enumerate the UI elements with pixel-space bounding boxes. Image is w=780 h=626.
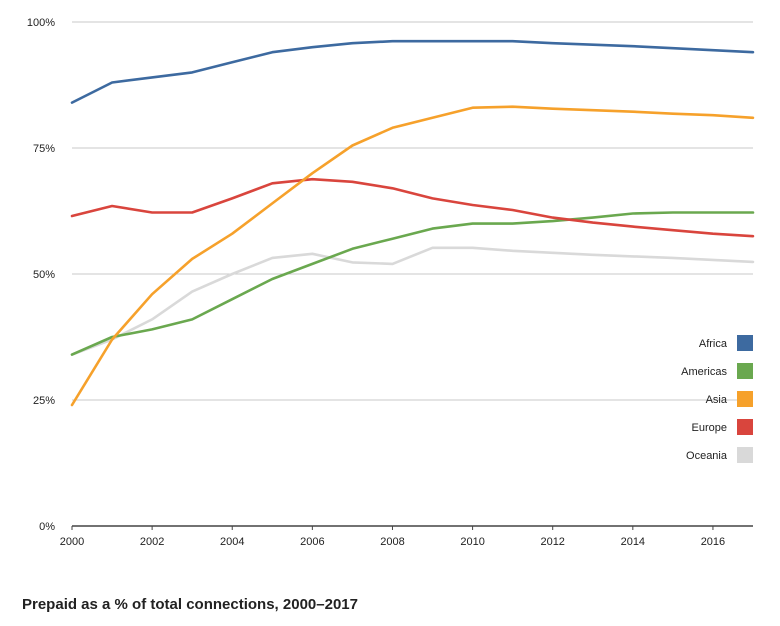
chart-title: Prepaid as a % of total connections, 200… (22, 596, 358, 613)
legend-swatch-oceania (737, 447, 753, 463)
x-axis: 2000 2002 2004 2006 2008 2010 2012 2014 2016 (60, 526, 725, 548)
series-line-europe (70, 177, 755, 238)
legend-label-africa: Africa (699, 338, 728, 350)
y-tick-label: 100% (27, 17, 55, 29)
series-line-africa (70, 39, 755, 104)
legend-swatch-asia (737, 391, 753, 407)
legend-label-oceania: Oceania (686, 450, 728, 462)
grid-lines (72, 21, 753, 527)
series-lines (70, 39, 755, 407)
x-tick-label: 2014 (621, 536, 645, 548)
legend-label-asia: Asia (706, 394, 728, 406)
legend-swatch-americas (737, 363, 753, 379)
y-tick-label: 75% (33, 143, 55, 155)
y-tick-label: 0% (39, 521, 55, 533)
series-line-asia (70, 105, 755, 407)
x-tick-label: 2016 (701, 536, 725, 548)
y-axis: 0% 25% 50% 75% 100% (27, 17, 55, 533)
legend-label-americas: Americas (681, 366, 727, 378)
x-tick-label: 2008 (380, 536, 404, 548)
x-tick-label: 2004 (220, 536, 244, 548)
legend-label-europe: Europe (692, 422, 727, 434)
x-tick-label: 2000 (60, 536, 84, 548)
legend-swatch-europe (737, 419, 753, 435)
series-line-oceania (70, 246, 755, 356)
series-line-americas (70, 211, 755, 356)
x-tick-label: 2012 (540, 536, 564, 548)
y-tick-label: 50% (33, 269, 55, 281)
legend: Africa Americas Asia Europe Oceania (681, 335, 753, 463)
x-tick-label: 2010 (460, 536, 484, 548)
y-tick-label: 25% (33, 395, 55, 407)
x-tick-label: 2006 (300, 536, 324, 548)
x-tick-label: 2002 (140, 536, 164, 548)
legend-swatch-africa (737, 335, 753, 351)
